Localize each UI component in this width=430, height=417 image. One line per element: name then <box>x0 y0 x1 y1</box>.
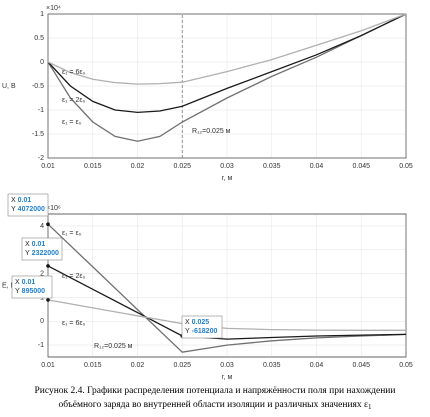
datatip-value: 0.01 <box>18 197 32 204</box>
y-tick-label: 1 <box>40 11 44 18</box>
y-tick-label: 2 <box>40 270 44 277</box>
datatip-value: 895000 <box>22 288 45 295</box>
x-tick-label: 0.05 <box>399 163 413 170</box>
datatip-key: X <box>25 241 30 248</box>
caption: Рисунок 2.4. Графики распределения потен… <box>35 385 396 396</box>
y-tick-label: 0 <box>40 318 44 325</box>
x-tick-label: 0.03 <box>220 362 234 369</box>
series-line <box>47 223 407 353</box>
x-tick-label: 0.025 <box>173 362 191 369</box>
datatip-key: Y <box>15 288 20 295</box>
x-tick-label: 0.04 <box>310 163 324 170</box>
series-label: ε₁ = 2ε₀ <box>62 273 85 280</box>
y-tick-label: -1 <box>38 107 44 114</box>
caption: объёмного заряда во внутренней области и… <box>58 399 372 410</box>
x-axis-label: r, м <box>222 374 233 381</box>
y-tick-label: -1.5 <box>32 131 44 138</box>
x-tick-label: 0.045 <box>352 362 370 369</box>
series-line <box>47 13 407 114</box>
y-tick-label: 0.5 <box>34 35 44 42</box>
datatip-row: X 0.01 <box>15 279 35 286</box>
series-label: ε₁ = 6ε₀ <box>62 69 85 76</box>
datatip-value: 0.01 <box>22 279 36 286</box>
datatip-key: X <box>15 279 20 286</box>
caption-subscript: 1 <box>368 403 372 411</box>
datatip-row: X 0.01 <box>25 241 45 248</box>
datatip-key: X <box>185 319 190 326</box>
datatip-key: Y <box>185 328 190 335</box>
x-tick-label: 0.035 <box>263 362 281 369</box>
x-tick-label: 0.045 <box>352 163 370 170</box>
x-tick-label: 0.05 <box>399 362 413 369</box>
x-tick-label: 0.025 <box>173 163 191 170</box>
x-tick-label: 0.03 <box>220 163 234 170</box>
datatip-value: 0.025 <box>192 319 210 326</box>
datatip-marker <box>46 264 50 268</box>
datatip-row: Y 2322000 <box>25 250 59 257</box>
x-tick-label: 0.02 <box>131 163 145 170</box>
series-line <box>47 265 407 340</box>
datatip-key: X <box>11 197 16 204</box>
caption-text: объёмного заряда во внутренней области и… <box>58 399 368 410</box>
series-line <box>47 299 406 331</box>
datatip-box <box>181 315 223 339</box>
exponent: ×10⁴ <box>46 5 61 12</box>
datatip-box <box>7 193 49 217</box>
y-tick-label: 4 <box>40 223 44 230</box>
series-label: ε₁ = ε₀ <box>62 119 82 126</box>
y-tick-label: 0 <box>40 59 44 66</box>
x-tick-label: 0.015 <box>84 362 102 369</box>
datatip-marker <box>46 222 50 227</box>
y-tick-label: -0.5 <box>32 83 44 90</box>
x-axis-label: r, м <box>222 175 233 182</box>
annotation: R₁₂=0.025 м <box>94 343 133 350</box>
series-label: ε₁ = 6ε₀ <box>62 320 85 327</box>
datatip-value: -618200 <box>192 328 218 335</box>
y-axis-label: U, В <box>2 83 16 90</box>
x-tick-label: 0.02 <box>131 362 145 369</box>
y-tick-label: -2 <box>38 155 44 162</box>
x-tick-label: 0.035 <box>263 163 281 170</box>
datatip-key: Y <box>25 250 30 257</box>
x-tick-label: 0.01 <box>41 362 55 369</box>
datatip-row: Y 4072000 <box>11 206 45 213</box>
datatip-row: Y -618200 <box>185 328 217 335</box>
datatip-key: Y <box>11 206 16 213</box>
x-tick-label: 0.04 <box>310 362 324 369</box>
datatip-box <box>11 275 53 299</box>
datatip-row: Y 895000 <box>15 288 45 295</box>
datatip-box <box>21 237 63 261</box>
plot-frame <box>47 13 407 159</box>
datatip-row: X 0.01 <box>11 197 31 204</box>
series-line <box>47 13 407 85</box>
x-tick-label: 0.01 <box>41 163 55 170</box>
annotation: R₁₂=0.025 м <box>192 128 231 135</box>
datatip-marker <box>46 298 50 302</box>
datatip-row: X 0.025 <box>185 319 209 326</box>
series-line <box>47 13 407 142</box>
x-tick-label: 0.015 <box>84 163 102 170</box>
series-label: ε₁ = 2ε₀ <box>62 97 85 104</box>
exponent: ×10⁶ <box>46 205 61 212</box>
datatip-value: 0.01 <box>32 241 46 248</box>
y-tick-label: -1 <box>38 342 44 349</box>
series-label: ε₁ = ε₀ <box>62 230 82 237</box>
datatip-value: 2322000 <box>32 250 59 257</box>
datatip-value: 4072000 <box>18 206 45 213</box>
